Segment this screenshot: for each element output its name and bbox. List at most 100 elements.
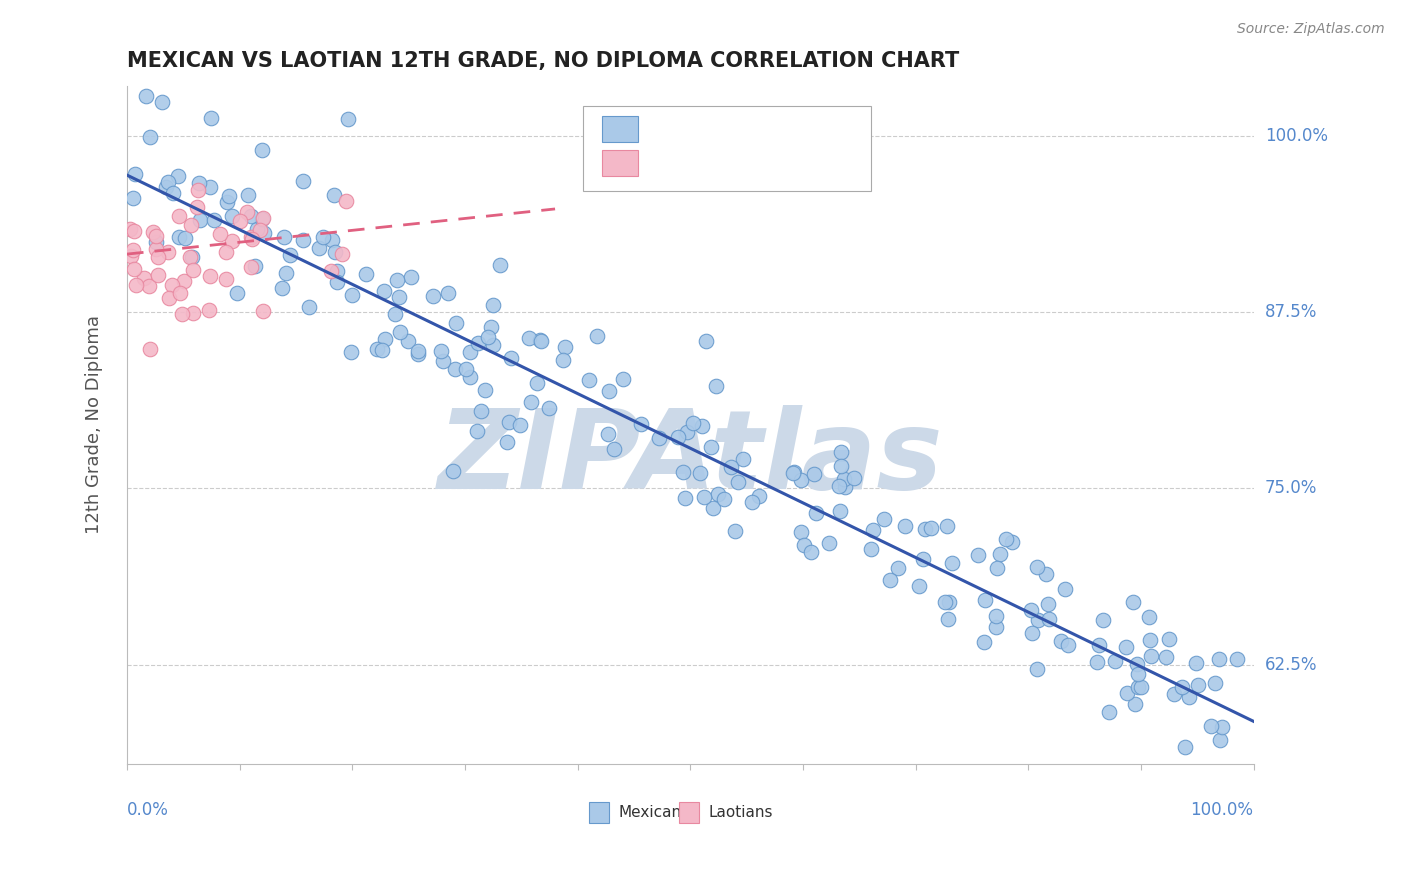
Point [1104, 654, 1126, 668]
Point [444, 316, 467, 330]
Text: 62.5%: 62.5% [1265, 656, 1317, 674]
Point [120, 249, 142, 263]
Text: N =: N = [759, 153, 835, 171]
Point [167, 169, 190, 183]
Point [984, 609, 1007, 624]
Point [1139, 632, 1161, 647]
Point [253, 226, 276, 240]
Point [145, 229, 167, 244]
Point [720, 459, 742, 474]
Point [273, 229, 295, 244]
Point [173, 274, 195, 288]
Point [249, 223, 271, 237]
Point [702, 500, 724, 515]
Point [984, 620, 1007, 634]
Point [1091, 614, 1114, 628]
Point [444, 361, 467, 376]
Point [974, 592, 997, 607]
Point [1115, 640, 1137, 654]
Point [517, 331, 540, 345]
Point [388, 326, 411, 340]
Point [226, 285, 249, 300]
Point [385, 273, 408, 287]
Point [319, 264, 342, 278]
Point [181, 250, 204, 264]
Point [1140, 648, 1163, 663]
Point [1154, 649, 1177, 664]
Point [135, 88, 157, 103]
Point [672, 466, 695, 480]
Point [157, 175, 180, 189]
Point [120, 221, 142, 235]
Point [167, 229, 190, 244]
Point [830, 458, 852, 473]
Point [789, 473, 811, 487]
Point [321, 233, 343, 247]
Point [803, 467, 825, 481]
Point [240, 232, 263, 246]
Point [291, 174, 314, 188]
Point [218, 188, 240, 202]
Point [239, 260, 262, 275]
Point [336, 112, 359, 126]
Point [879, 573, 901, 587]
Point [1157, 632, 1180, 646]
Point [174, 231, 197, 245]
Point [1035, 567, 1057, 582]
Point [986, 561, 1008, 575]
Point [648, 431, 671, 445]
Point [934, 595, 956, 609]
Point [938, 595, 960, 609]
Point [432, 354, 454, 368]
Point [458, 344, 481, 359]
Point [1026, 662, 1049, 676]
Point [441, 464, 464, 478]
Point [1125, 657, 1147, 672]
Point [673, 491, 696, 506]
Point [676, 425, 699, 439]
Point [181, 306, 204, 320]
Point [172, 307, 194, 321]
Point [832, 472, 855, 486]
Point [887, 561, 910, 575]
Point [941, 556, 963, 570]
Point [162, 186, 184, 201]
Point [208, 227, 231, 241]
Bar [589, 802, 609, 822]
Point [239, 209, 262, 223]
Point [121, 243, 143, 257]
Point [602, 442, 624, 456]
Point [530, 334, 553, 348]
Point [200, 111, 222, 125]
Point [297, 300, 319, 314]
Point [187, 176, 209, 190]
Point [1126, 667, 1149, 681]
Point [1085, 655, 1108, 669]
Point [1171, 681, 1194, 695]
Point [731, 451, 754, 466]
Point [366, 342, 388, 356]
Text: 87.5%: 87.5% [1265, 303, 1317, 321]
Point [700, 440, 723, 454]
Point [454, 361, 477, 376]
Point [169, 286, 191, 301]
Point [139, 130, 162, 145]
Point [818, 536, 841, 550]
Point [373, 284, 395, 298]
Point [1201, 719, 1223, 733]
Point [1025, 560, 1047, 574]
Point [323, 245, 346, 260]
Point [374, 332, 396, 346]
Point [520, 394, 543, 409]
Point [1053, 582, 1076, 596]
Point [1088, 638, 1111, 652]
Point [713, 492, 735, 507]
Point [695, 334, 717, 348]
Point [800, 545, 823, 559]
Point [1000, 535, 1022, 549]
Text: 44: 44 [818, 153, 841, 171]
Point [501, 351, 523, 366]
Point [1208, 652, 1230, 666]
Text: 100.0%: 100.0% [1265, 127, 1327, 145]
Point [125, 277, 148, 292]
